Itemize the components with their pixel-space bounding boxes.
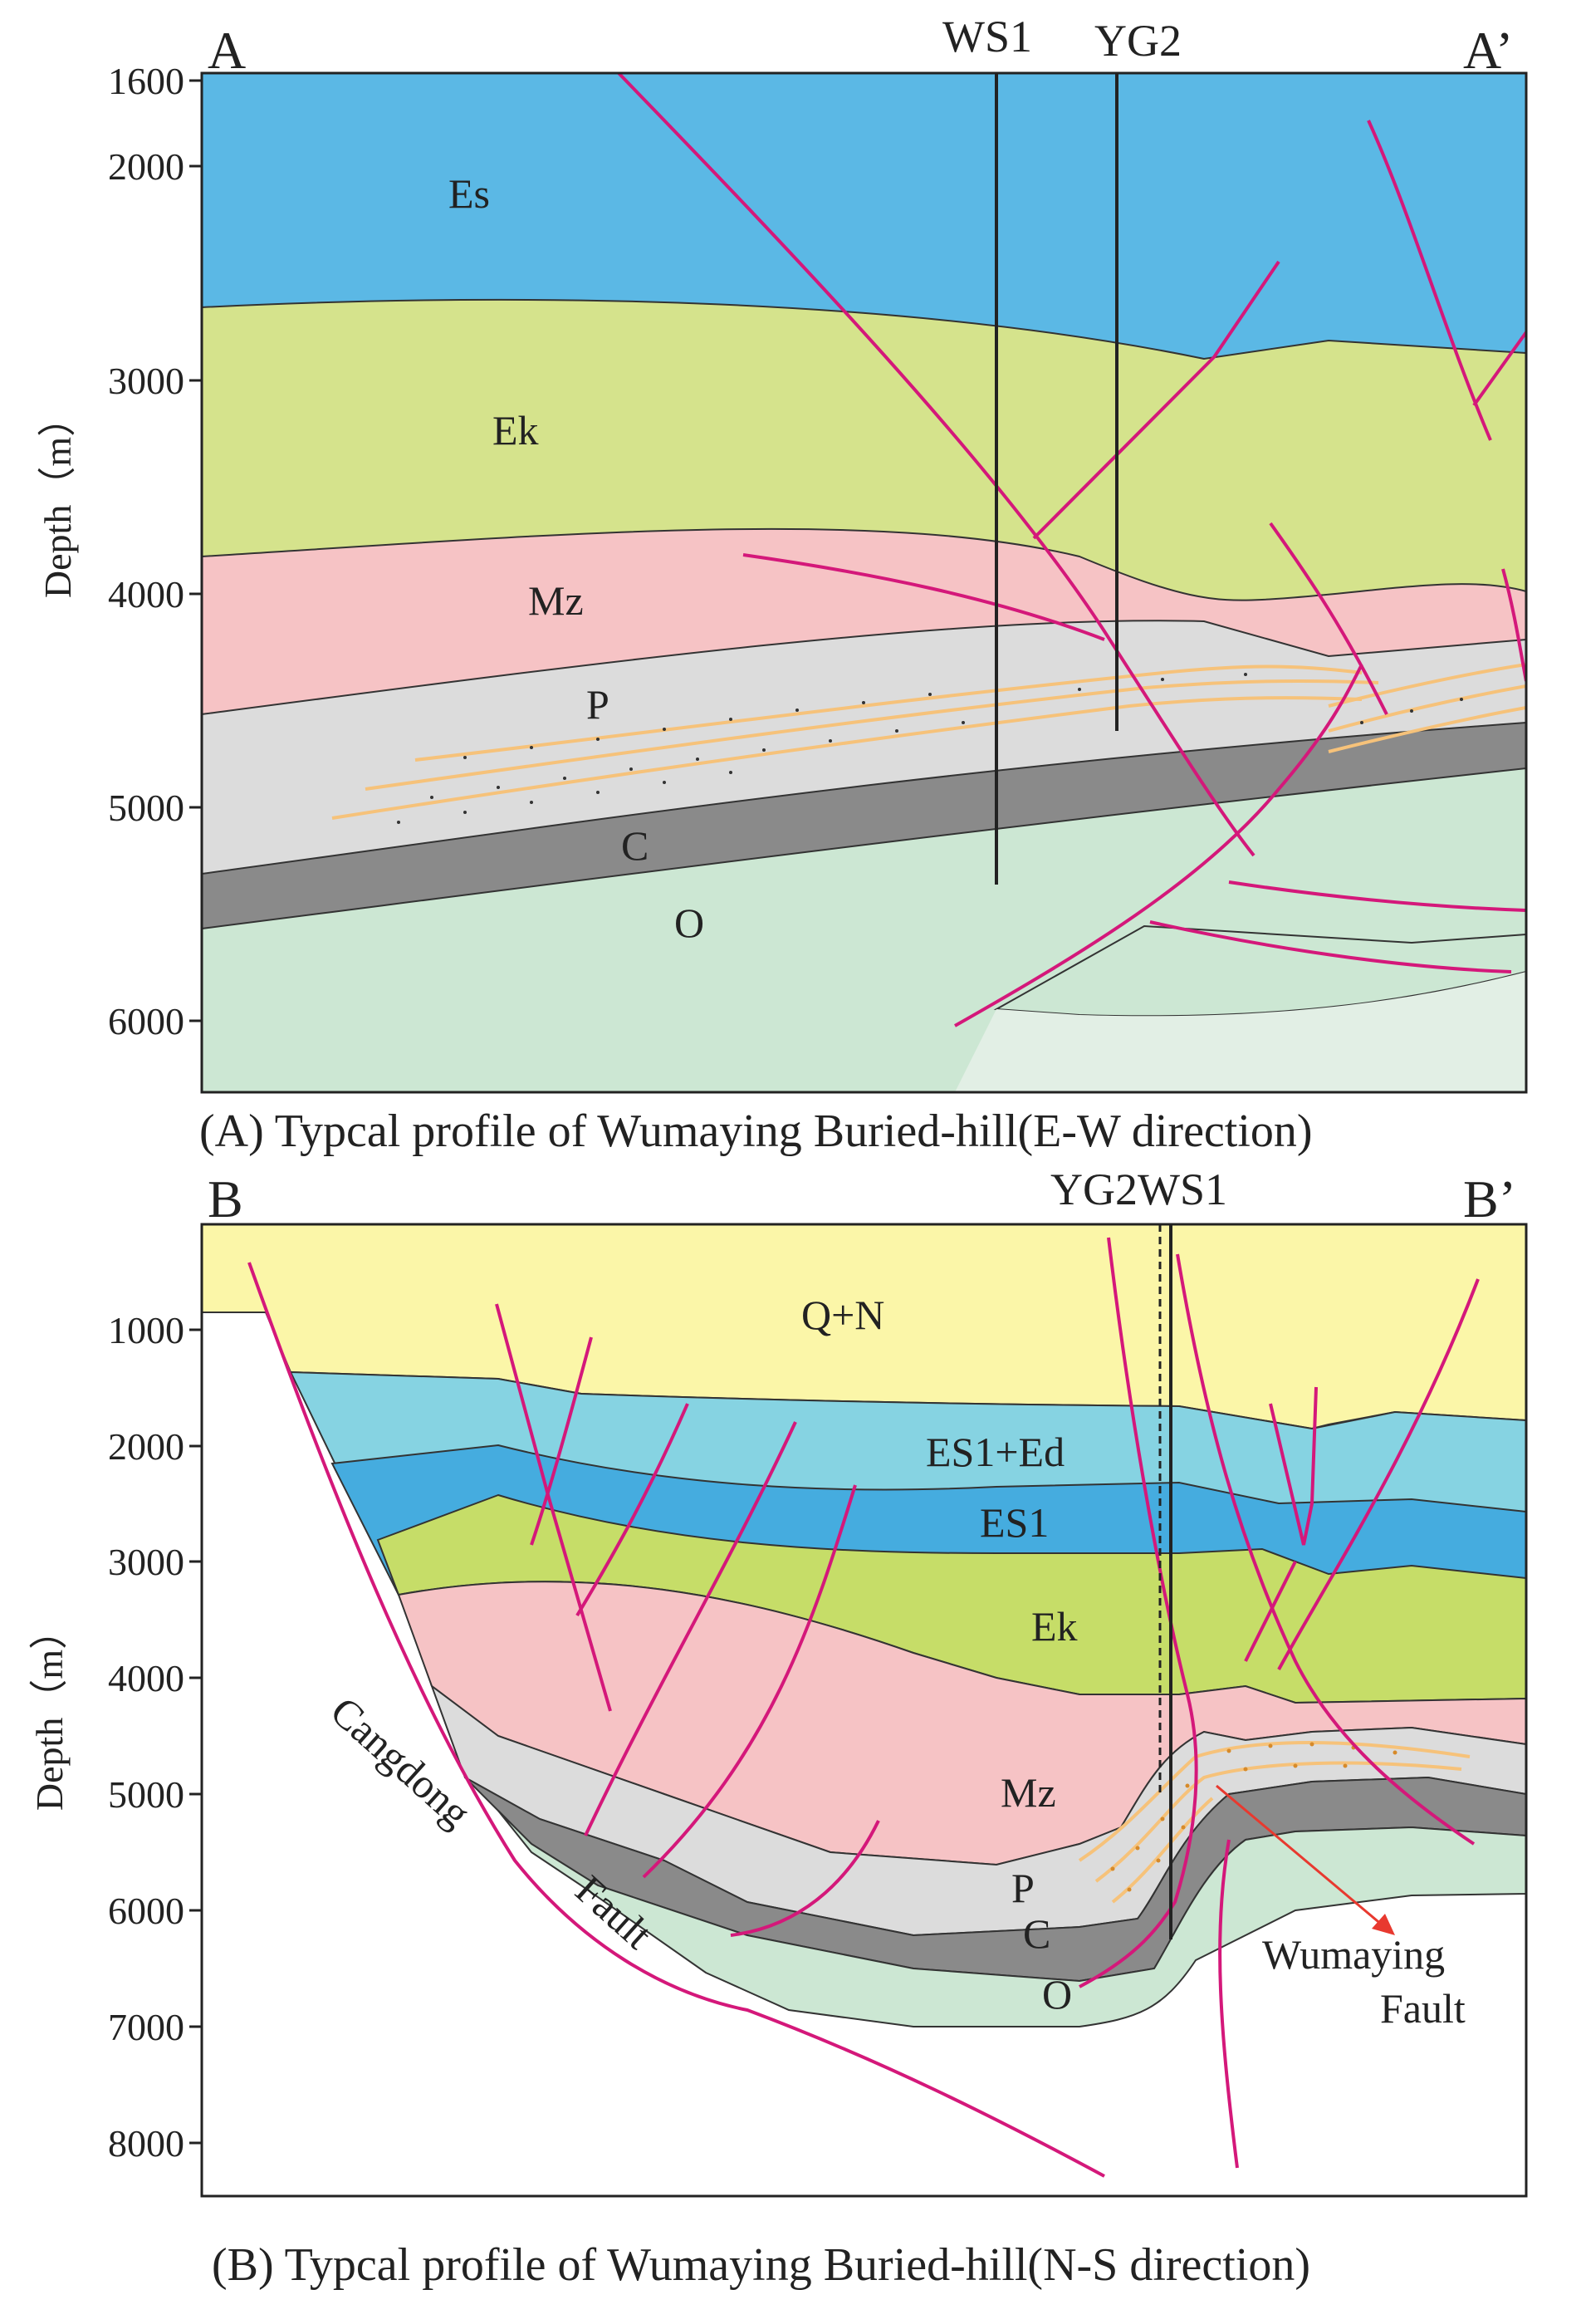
- sand-lenses-a: [331, 663, 1526, 820]
- label-a-es: Es: [448, 170, 490, 217]
- panel-b: Q+N ES1+Ed ES1 Ek Mz P C O Cangdong Faul…: [28, 1164, 1528, 2291]
- panel-b-frame: [200, 1223, 1528, 2198]
- tick-a-6000: 6000: [108, 1000, 184, 1042]
- tick-a-5000: 5000: [108, 787, 184, 829]
- faults-b: [247, 1237, 1480, 2178]
- tick-a-4000: 4000: [108, 573, 184, 615]
- label-b-qn: Q+N: [801, 1292, 884, 1338]
- y-axis-label-a: Depth（m）: [37, 399, 79, 598]
- tick-b-8000: 8000: [108, 2122, 184, 2165]
- layer-b-o: [497, 1810, 1526, 2027]
- caption-b: (B) Typcal profile of Wumaying Buried-hi…: [212, 2239, 1310, 2291]
- corner-a-left: A: [208, 21, 246, 80]
- arrow-wumaying: [1216, 1784, 1383, 1927]
- corner-a-right: A’: [1463, 21, 1513, 80]
- label-wumaying-1: Wumaying: [1262, 1931, 1445, 1978]
- faults-a: [617, 73, 1526, 1027]
- sand-dots-b: [1110, 1742, 1397, 1892]
- label-b-ek: Ek: [1031, 1603, 1078, 1650]
- tick-b-6000: 6000: [108, 1890, 184, 1932]
- label-wumaying-2: Fault: [1380, 1985, 1466, 2032]
- label-b-es1ed: ES1+Ed: [926, 1429, 1065, 1475]
- panel-a: Es Ek Mz P C O A A’ WS1 YG2 1600 2000 30…: [37, 12, 1528, 1157]
- y-axis-label-b: Depth（m）: [28, 1611, 71, 1811]
- well-label-b: YG2WS1: [1050, 1164, 1227, 1214]
- fault-a-low-main: [954, 664, 1363, 1027]
- well-label-yg2: YG2: [1094, 16, 1182, 66]
- label-a-c: C: [621, 822, 649, 869]
- y-axis-b: 1000 2000 3000 4000 5000 6000 7000 8000 …: [28, 1309, 202, 2165]
- arrowhead-wumaying: [1372, 1914, 1395, 1935]
- label-a-ek: Ek: [492, 407, 539, 454]
- layer-a-o-wedge: [993, 924, 1526, 1017]
- fault-b-cangdong: [247, 1262, 1105, 2178]
- label-a-o: O: [674, 900, 704, 946]
- label-b-c: C: [1023, 1910, 1050, 1957]
- sand-lenses-b: [1078, 1741, 1471, 1904]
- corner-b-left: B: [208, 1169, 243, 1228]
- layer-a-wedge-fill: [955, 972, 1526, 1092]
- tick-b-1000: 1000: [108, 1309, 184, 1351]
- label-b-es1: ES1: [980, 1499, 1049, 1546]
- fault-a-main: [617, 73, 1256, 857]
- label-b-mz: Mz: [1001, 1769, 1056, 1816]
- sand-dots-a: [397, 673, 1463, 824]
- tick-b-3000: 3000: [108, 1541, 184, 1583]
- y-axis-a: 1600 2000 3000 4000 5000 6000 Depth（m）: [37, 60, 202, 1042]
- tick-a-3000: 3000: [108, 360, 184, 402]
- label-b-o: O: [1042, 1971, 1072, 2018]
- tick-b-4000: 4000: [108, 1657, 184, 1699]
- tick-a-2000: 2000: [108, 145, 184, 188]
- label-b-p: P: [1011, 1865, 1035, 1911]
- tick-a-1600: 1600: [108, 60, 184, 102]
- panel-a-frame: [200, 71, 1528, 1094]
- label-a-mz: Mz: [528, 577, 584, 624]
- corner-b-right: B’: [1463, 1169, 1516, 1228]
- label-a-p: P: [586, 681, 609, 728]
- well-label-ws1: WS1: [942, 12, 1032, 61]
- tick-b-5000: 5000: [108, 1773, 184, 1816]
- tick-b-2000: 2000: [108, 1425, 184, 1468]
- tick-b-7000: 7000: [108, 2006, 184, 2048]
- caption-a: (A) Typcal profile of Wumaying Buried-hi…: [199, 1106, 1313, 1157]
